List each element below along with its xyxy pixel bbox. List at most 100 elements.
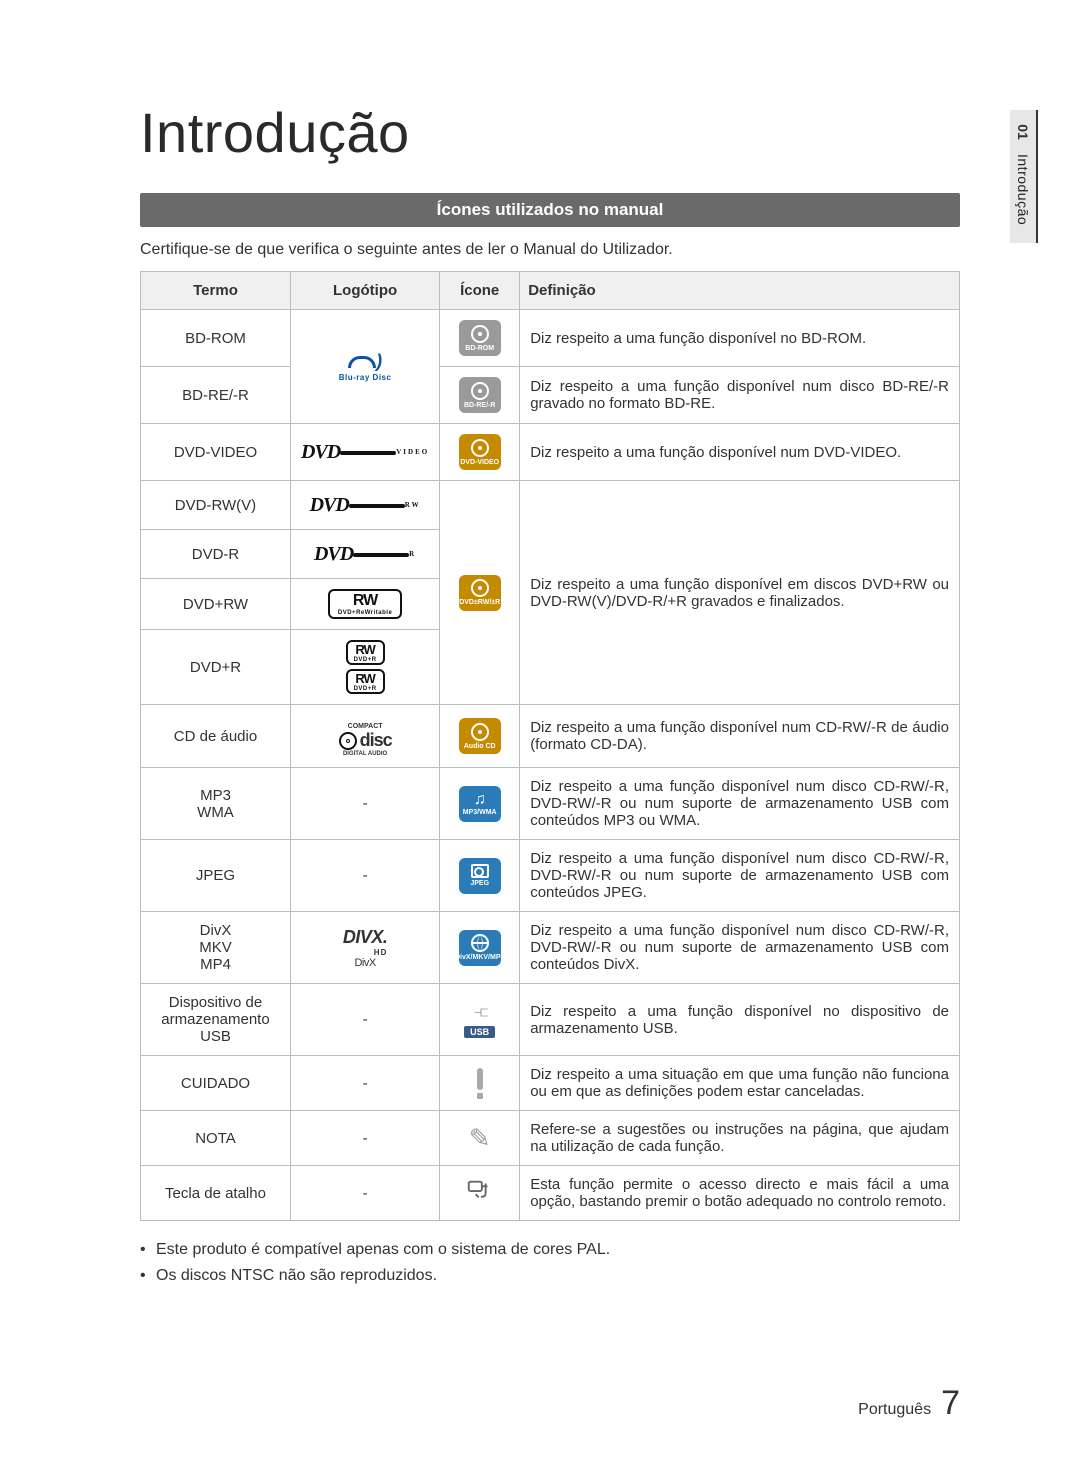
table-row: DVD-RW(V) DVDRW DVD±RW/±R Diz respeito a…: [141, 481, 960, 530]
term-cell: DVD+R: [141, 630, 291, 705]
rw-logo-text: RW: [355, 642, 374, 657]
icon-cell: Audio CD: [440, 705, 520, 768]
page-footer: Português 7: [858, 1384, 960, 1423]
def-cell: Diz respeito a uma função disponível num…: [520, 705, 960, 768]
dvd-logo-sub: R: [409, 550, 416, 558]
dvd-logo-text: DVD: [301, 441, 340, 464]
bluray-logo-icon: )Blu-ray Disc: [335, 351, 395, 382]
logo-cell-dash: -: [291, 1056, 440, 1111]
bluray-logo-sub: Blu-ray Disc: [339, 373, 392, 382]
mp3wma-icon: MP3/WMA: [459, 786, 501, 822]
icon-cell: [440, 1056, 520, 1111]
def-cell: Diz respeito a uma função disponível no …: [520, 984, 960, 1056]
section-title-bar: Ícones utilizados no manual: [140, 193, 960, 227]
usb-icon: ⑂ USB: [464, 1001, 495, 1038]
rw-logo-sub: DVD+R: [354, 657, 377, 663]
caution-icon: [477, 1068, 483, 1099]
table-row: CUIDADO - Diz respeito a uma situação em…: [141, 1056, 960, 1111]
def-cell: Diz respeito a uma função disponível no …: [520, 310, 960, 367]
term-cell: DivX MKV MP4: [141, 912, 291, 984]
col-termo: Termo: [141, 272, 291, 310]
logo-cell-dvdplusrw: RWDVD+ReWritable: [291, 579, 440, 630]
divx-logo-hd: HD: [343, 948, 388, 957]
logo-cell-dvdplusr: RWDVD+R RWDVD+R: [291, 630, 440, 705]
logo-cell-dvdrw: DVDRW: [291, 481, 440, 530]
side-tab-index: 01: [1015, 124, 1031, 140]
cd-logo-top: COMPACT: [348, 723, 383, 730]
def-cell: Diz respeito a uma função disponível em …: [520, 481, 960, 705]
logo-cell-dash: -: [291, 768, 440, 840]
page-title: Introdução: [140, 100, 960, 165]
def-cell: Diz respeito a uma função disponível num…: [520, 367, 960, 424]
icon-cell: ✎: [440, 1111, 520, 1166]
icon-chip-label: DivX/MKV/MP4: [455, 954, 504, 961]
cd-logo-text: disc: [360, 730, 392, 751]
term-cell: MP3 WMA: [141, 768, 291, 840]
icon-cell: BD-ROM: [440, 310, 520, 367]
icon-cell: ⑂ USB: [440, 984, 520, 1056]
table-row: Dispositivo de armazenamento USB - ⑂ USB…: [141, 984, 960, 1056]
term-cell: CD de áudio: [141, 705, 291, 768]
logo-cell-dash: -: [291, 840, 440, 912]
table-row: BD-ROM )Blu-ray Disc BD-ROM Diz respeito…: [141, 310, 960, 367]
term-cell: BD-RE/-R: [141, 367, 291, 424]
bdre-icon: BD-RE/-R: [459, 377, 501, 413]
table-row: Tecla de atalho - Esta função permite o …: [141, 1166, 960, 1221]
icon-chip-label: MP3/WMA: [463, 809, 497, 816]
divx-logo-icon: DIVX. HD DivX: [335, 927, 395, 969]
cd-logo-bot: DIGITAL AUDIO: [343, 751, 387, 757]
term-cell: DVD-RW(V): [141, 481, 291, 530]
table-row: BD-RE/-R BD-RE/-R Diz respeito a uma fun…: [141, 367, 960, 424]
footnote-list: Este produto é compatível apenas com o s…: [140, 1237, 960, 1288]
footnote-item: Os discos NTSC não são reproduzidos.: [140, 1263, 960, 1289]
rw-logo-sub: DVD+R: [354, 686, 377, 692]
icon-cell: DVD-VIDEO: [440, 424, 520, 481]
col-definicao: Definição: [520, 272, 960, 310]
logo-cell-divx: DIVX. HD DivX: [291, 912, 440, 984]
def-cell: Diz respeito a uma função disponível num…: [520, 912, 960, 984]
dvd-logo-text: DVD: [310, 494, 349, 517]
term-cell: CUIDADO: [141, 1056, 291, 1111]
icon-chip-label: BD-RE/-R: [464, 402, 496, 409]
divx-icon: DivX/MKV/MP4: [459, 930, 501, 966]
shortcut-hand-icon: [465, 1193, 495, 1210]
side-tab: 01 Introdução: [1004, 110, 1044, 243]
footer-lang: Português: [858, 1401, 931, 1419]
dvdvideo-icon: DVD-VIDEO: [459, 434, 501, 470]
note-icon: ✎: [469, 1123, 491, 1153]
rw-logo-text: RW: [355, 671, 374, 686]
icon-chip-label: DVD±RW/±R: [459, 599, 500, 606]
def-cell: Esta função permite o acesso directo e m…: [520, 1166, 960, 1221]
usb-icon-label: USB: [464, 1026, 495, 1038]
footer-page-number: 7: [941, 1384, 960, 1423]
table-row: MP3 WMA - MP3/WMA Diz respeito a uma fun…: [141, 768, 960, 840]
def-cell: Diz respeito a uma função disponível num…: [520, 768, 960, 840]
dvd-logo-icon: DVDVIDEO: [301, 438, 429, 466]
icon-chip-label: BD-ROM: [465, 345, 494, 352]
rw-logo-stack: RWDVD+R RWDVD+R: [301, 640, 429, 694]
term-cell: NOTA: [141, 1111, 291, 1166]
table-header-row: Termo Logótipo Ícone Definição: [141, 272, 960, 310]
audiocd-icon: Audio CD: [459, 718, 501, 754]
term-cell: DVD-R: [141, 530, 291, 579]
rw-logo-sub: DVD+ReWritable: [338, 610, 392, 616]
icon-table: Termo Logótipo Ícone Definição BD-ROM )B…: [140, 271, 960, 1221]
col-logotipo: Logótipo: [291, 272, 440, 310]
divx-logo-text: DIVX: [343, 927, 383, 947]
term-cell: JPEG: [141, 840, 291, 912]
bdrom-icon: BD-ROM: [459, 320, 501, 356]
term-cell: Tecla de atalho: [141, 1166, 291, 1221]
logo-cell-dash: -: [291, 1166, 440, 1221]
icon-chip-label: JPEG: [470, 880, 489, 887]
lead-text: Certifique-se de que verifica o seguinte…: [140, 241, 960, 259]
icon-cell: [440, 1166, 520, 1221]
dvd-logo-text: DVD: [314, 543, 353, 566]
rw-logo-icon: RWDVD+ReWritable: [328, 589, 402, 619]
term-cell: DVD+RW: [141, 579, 291, 630]
dvdrw-icon: DVD±RW/±R: [459, 575, 501, 611]
table-row: CD de áudio COMPACT disc DIGITAL AUDIO A…: [141, 705, 960, 768]
icon-cell: BD-RE/-R: [440, 367, 520, 424]
table-row: NOTA - ✎ Refere-se a sugestões ou instru…: [141, 1111, 960, 1166]
term-cell: Dispositivo de armazenamento USB: [141, 984, 291, 1056]
icon-cell: MP3/WMA: [440, 768, 520, 840]
